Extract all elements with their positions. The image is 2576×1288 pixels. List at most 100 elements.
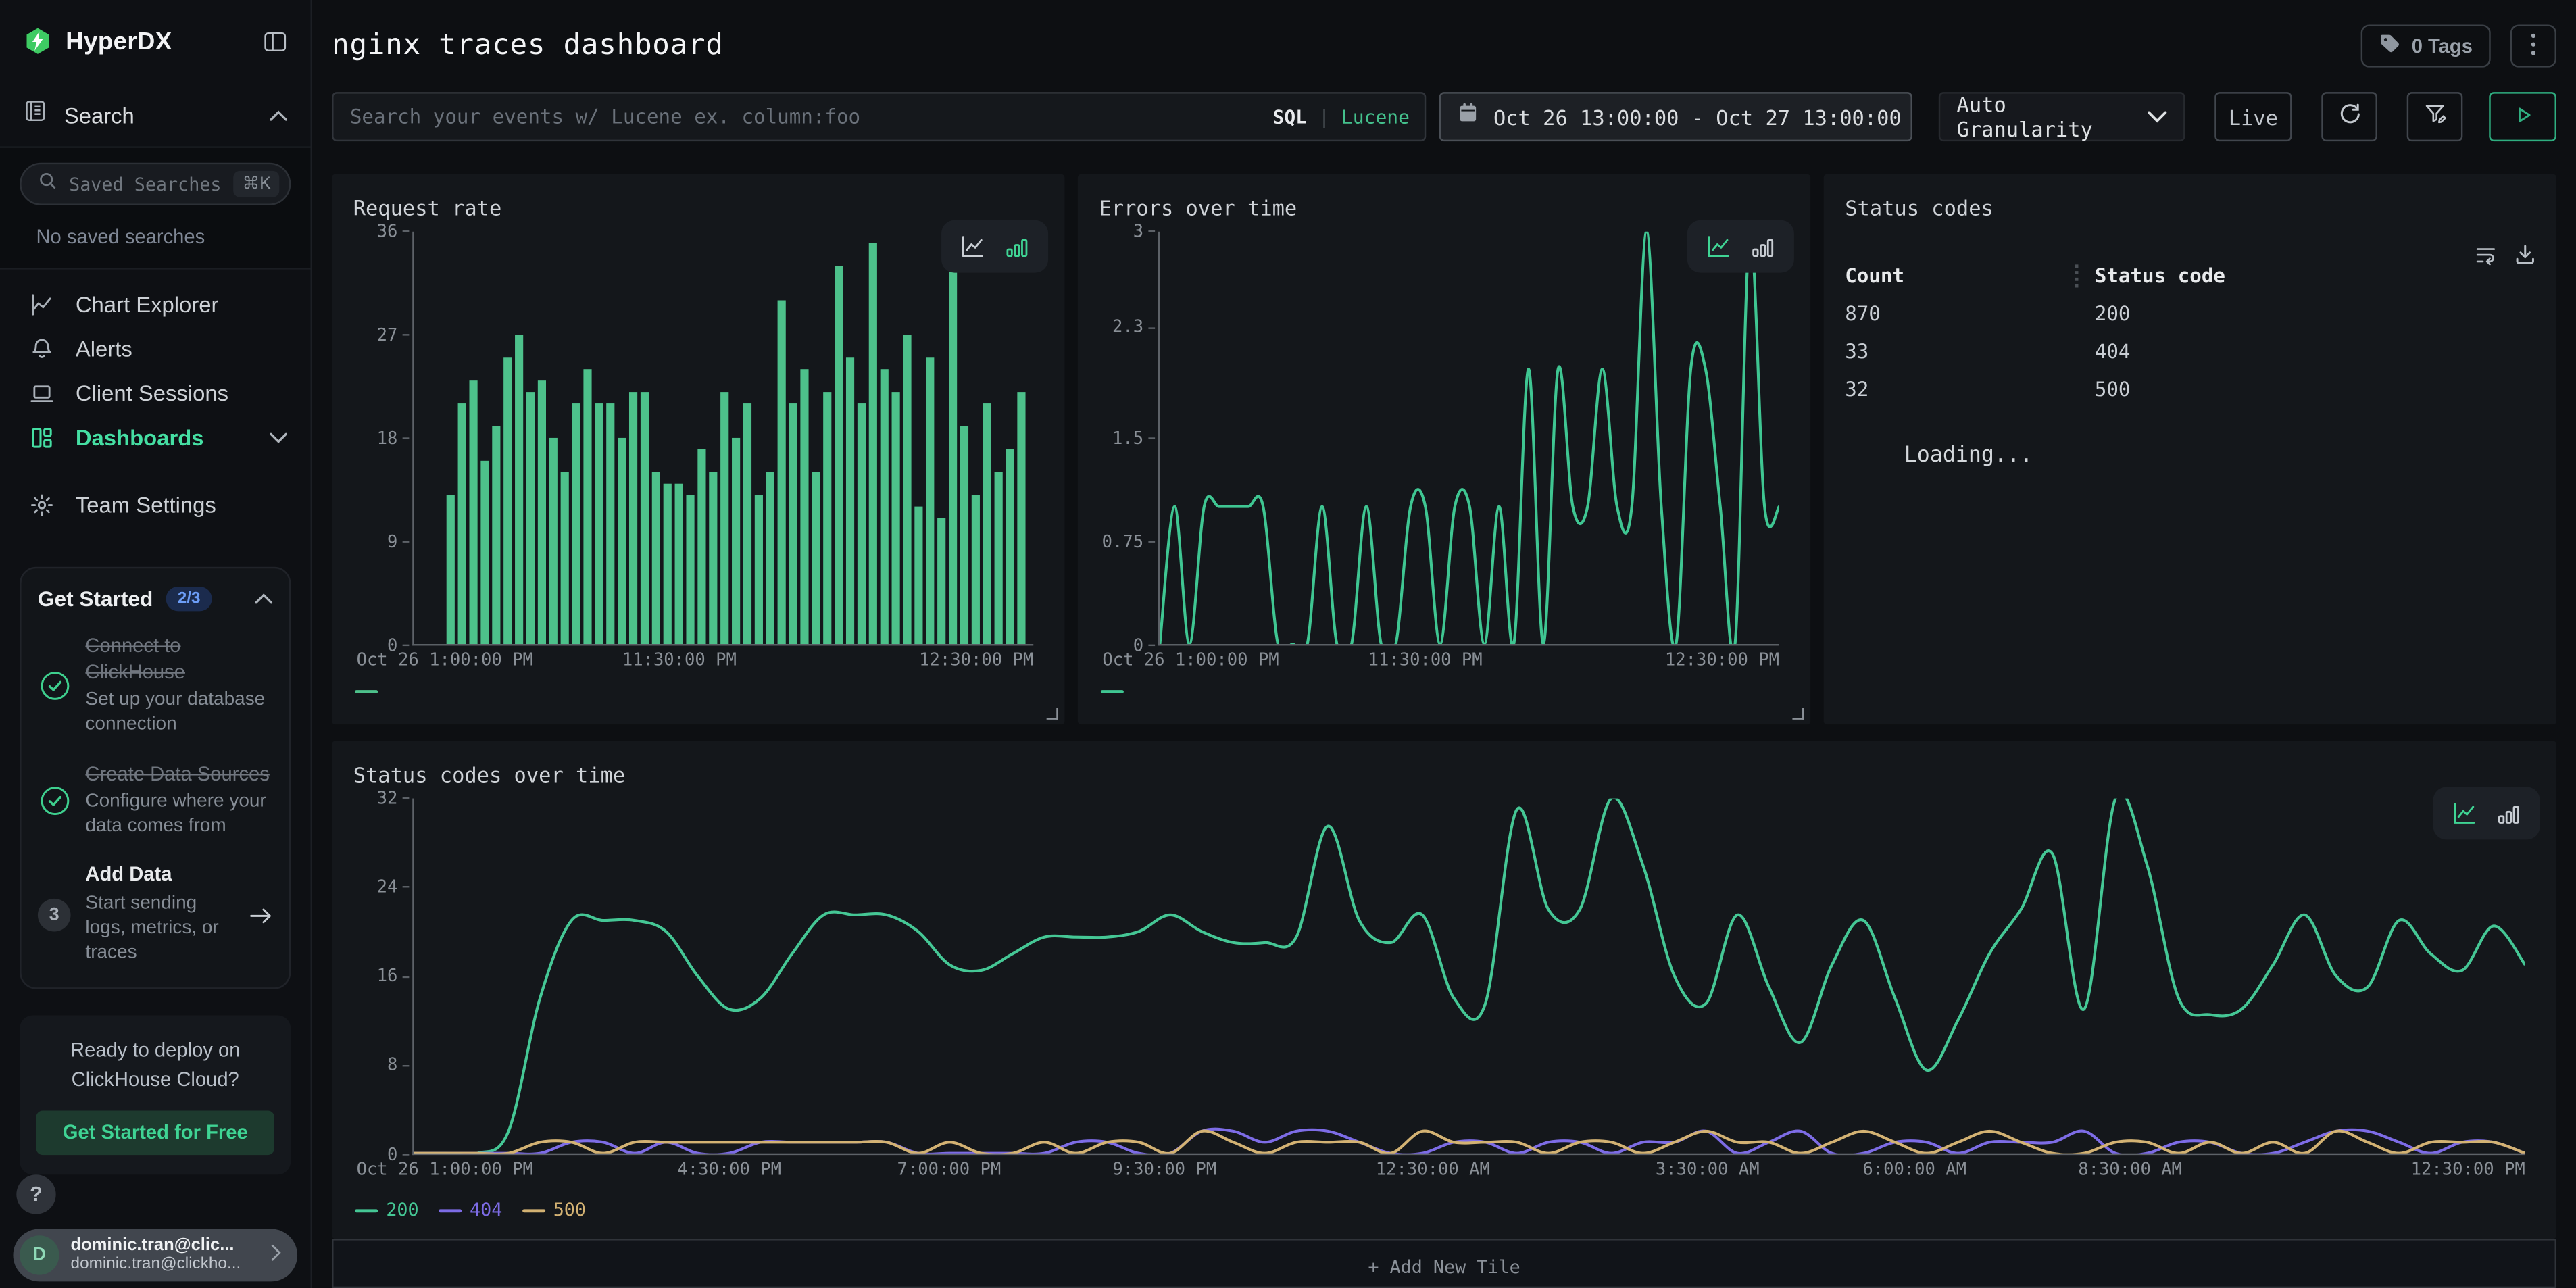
user-profile[interactable]: D dominic.tran@clic... dominic.tran@clic… xyxy=(13,1229,297,1281)
arrow-right-icon xyxy=(250,906,273,924)
x-axis-label: 4:30:00 PM xyxy=(677,1160,781,1179)
x-axis-label: 7:00:00 PM xyxy=(897,1160,1001,1179)
loading-text: Loading... xyxy=(1904,443,2535,468)
search-icon xyxy=(38,169,57,199)
filter-edit-icon xyxy=(2423,102,2447,132)
avatar: D xyxy=(20,1235,59,1274)
get-started-title: Get Started xyxy=(38,587,153,611)
x-axis-label: 12:30:00 AM xyxy=(1376,1160,1490,1179)
table-row[interactable]: 33404 xyxy=(1845,332,2535,370)
run-query-button[interactable] xyxy=(2489,92,2556,141)
x-axis-label: Oct 26 1:00:00 PM xyxy=(357,1160,533,1179)
filter-button[interactable] xyxy=(2407,92,2463,141)
x-axis-label: 11:30:00 PM xyxy=(1368,651,1483,670)
bar-chart-toggle[interactable] xyxy=(1004,233,1030,259)
saved-searches-panel: ⌘K No saved searches xyxy=(0,146,310,269)
x-axis-label: 12:30:00 PM xyxy=(1665,651,1779,670)
resize-handle[interactable] xyxy=(1792,708,1804,720)
tile-title: Errors over time xyxy=(1099,195,1789,220)
line-chart-toggle[interactable] xyxy=(1706,233,1732,259)
sidebar-item-alerts[interactable]: Alerts xyxy=(0,327,310,372)
table-header: Count Status code xyxy=(1845,256,2535,294)
play-icon xyxy=(2513,104,2533,128)
x-axis-label: 12:30:00 PM xyxy=(919,651,1033,670)
sidebar-bottom: ? D dominic.tran@clic... dominic.tran@cl… xyxy=(0,1174,310,1288)
shortcut-badge: ⌘K xyxy=(234,171,279,197)
table-row[interactable]: 32500 xyxy=(1845,370,2535,407)
help-button[interactable]: ? xyxy=(16,1174,55,1213)
text-wrap-icon[interactable] xyxy=(2474,243,2497,268)
saved-searches-input[interactable] xyxy=(69,173,222,195)
chevron-down-icon xyxy=(2148,102,2167,132)
legend-item[interactable]: 500 xyxy=(522,1199,587,1221)
get-started-step[interactable]: Create Data SourcesConfigure where your … xyxy=(38,762,273,841)
tile-status-codes-over-time: Status codes over time 08162432 Oct 26 1:… xyxy=(332,741,2556,1239)
chevron-up-icon[interactable] xyxy=(255,593,273,605)
column-count[interactable]: Count xyxy=(1845,264,2075,287)
table-row[interactable]: 870200 xyxy=(1845,294,2535,332)
laptop-icon xyxy=(30,381,54,405)
chart-type-toggle xyxy=(1687,220,1794,273)
bell-icon xyxy=(30,337,54,361)
cloud-promo-line1: Ready to deploy on xyxy=(36,1035,274,1064)
refresh-button[interactable] xyxy=(2321,92,2377,141)
chevron-down-icon xyxy=(270,432,288,443)
sidebar-item-dashboards[interactable]: Dashboards xyxy=(0,416,310,460)
x-axis-label: 3:30:00 AM xyxy=(1656,1160,1760,1179)
download-icon[interactable] xyxy=(2514,243,2537,268)
bar-chart-toggle[interactable] xyxy=(1750,233,1776,259)
get-started-free-button[interactable]: Get Started for Free xyxy=(36,1110,274,1154)
x-axis-label: 6:00:00 AM xyxy=(1862,1160,1966,1179)
column-status-code[interactable]: Status code xyxy=(2075,264,2535,287)
tile-title: Request rate xyxy=(353,195,1043,220)
line-chart-toggle[interactable] xyxy=(2451,800,2477,826)
x-axis-label: 8:30:00 AM xyxy=(2078,1160,2182,1179)
granularity-select[interactable]: Auto Granularity xyxy=(1939,92,2185,141)
line-chart-toggle[interactable] xyxy=(960,233,986,259)
step-number: 3 xyxy=(38,899,71,932)
sidebar-item-team-settings[interactable]: Team Settings xyxy=(0,483,310,528)
x-axis-label: Oct 26 1:00:00 PM xyxy=(357,651,533,670)
sidebar-collapse-icon[interactable] xyxy=(263,29,287,53)
app-title: HyperDX xyxy=(66,27,249,55)
event-search-input[interactable] xyxy=(332,92,1426,141)
hyperdx-logo-icon xyxy=(23,26,53,56)
tile-errors-over-time: Errors over time 00.751.52.33Oct 26 1:00… xyxy=(1078,174,1810,724)
sidebar: HyperDX Search ⌘K No saved searches xyxy=(0,0,312,1288)
sidebar-item-chart-explorer[interactable]: Chart Explorer xyxy=(0,282,310,327)
get-started-step[interactable]: 3Add DataStart sending logs, metrics, or… xyxy=(38,864,273,967)
chevron-up-icon[interactable] xyxy=(270,100,288,130)
lucene-toggle[interactable]: Lucene xyxy=(1341,105,1410,128)
x-axis-label: 11:30:00 PM xyxy=(622,651,737,670)
resize-handle[interactable] xyxy=(1047,708,1058,720)
get-started-step[interactable]: Connect to ClickHouseSet up your databas… xyxy=(38,634,273,738)
legend-item[interactable] xyxy=(355,690,378,693)
sidebar-item-search[interactable]: Search xyxy=(0,99,310,132)
legend-item[interactable] xyxy=(1101,690,1124,693)
tile-title: Status codes over time xyxy=(353,762,2535,787)
event-search-wrap: SQL | Lucene xyxy=(332,92,1426,141)
date-range-picker[interactable]: Oct 26 13:00:00 - Oct 27 13:00:00 xyxy=(1439,92,1912,141)
legend-item[interactable]: 200 xyxy=(355,1199,419,1221)
tags-button[interactable]: 0 Tags xyxy=(2360,24,2490,67)
chart-legend xyxy=(1101,690,1789,693)
live-button[interactable]: Live xyxy=(2214,92,2292,141)
get-started-card: Get Started 2/3 Connect to ClickHouseSet… xyxy=(20,567,291,989)
check-circle-icon xyxy=(38,785,71,816)
x-axis-label: 9:30:00 PM xyxy=(1112,1160,1216,1179)
tile-request-rate: Request rate 09182736 Oct 26 1:00:00 PM 11… xyxy=(332,174,1064,724)
legend-item[interactable]: 404 xyxy=(439,1199,503,1221)
request-rate-chart: 09182736 xyxy=(353,228,1043,646)
tile-status-codes: Status codes Count Status code 870200334… xyxy=(1824,174,2556,724)
user-email: dominic.tran@clickho... xyxy=(71,1255,260,1274)
date-range-text: Oct 26 13:00:00 - Oct 27 13:00:00 xyxy=(1493,104,1902,128)
status-over-time-chart: 08162432 xyxy=(353,795,2535,1155)
sidebar-item-client-sessions[interactable]: Client Sessions xyxy=(0,371,310,416)
saved-searches-input-wrap[interactable]: ⌘K xyxy=(20,163,291,205)
bar-chart-toggle[interactable] xyxy=(2496,800,2522,826)
add-new-tile-button[interactable]: + Add New Tile xyxy=(332,1239,2556,1288)
more-menu-button[interactable] xyxy=(2510,24,2556,67)
sql-toggle[interactable]: SQL xyxy=(1273,105,1308,128)
progress-badge: 2/3 xyxy=(166,587,212,611)
cloud-promo-card: Ready to deploy on ClickHouse Cloud? Get… xyxy=(20,1014,291,1174)
